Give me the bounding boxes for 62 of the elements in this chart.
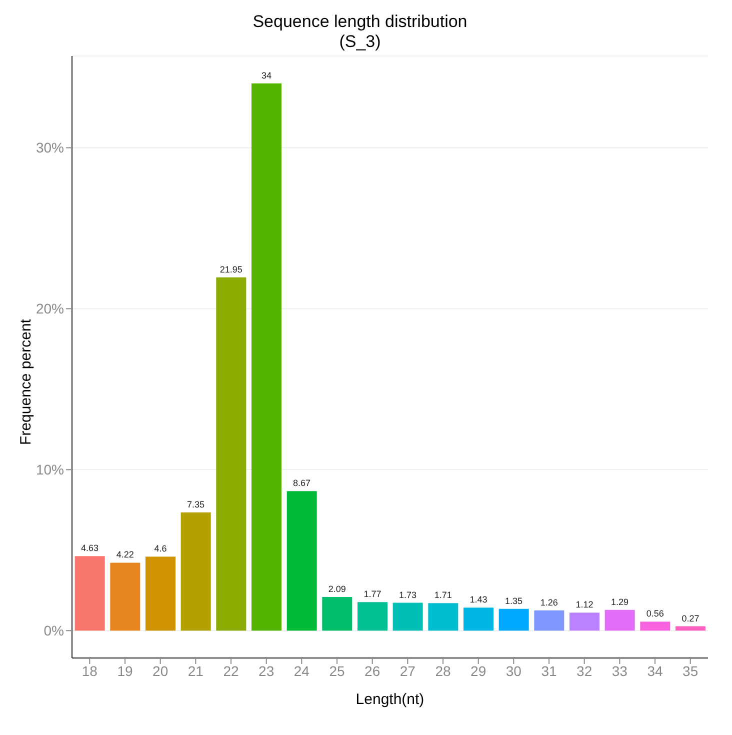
bar: [286, 491, 317, 631]
bar: [463, 608, 494, 631]
data-label: 0.56: [646, 608, 664, 619]
data-label: 1.35: [505, 596, 523, 606]
x-tick-label: 26: [364, 662, 380, 679]
bar: [357, 602, 388, 631]
bar: [180, 512, 211, 631]
y-tick-label: 20%: [36, 300, 64, 317]
x-tick-label: 19: [117, 662, 133, 679]
x-tick-label: 23: [258, 662, 274, 679]
bar: [498, 608, 529, 631]
x-tick-label: 29: [470, 662, 486, 679]
x-tick-label: 30: [506, 662, 522, 679]
x-tick-label: 22: [223, 662, 239, 679]
chart-title: Sequence length distribution: [252, 12, 468, 32]
x-tick-label: 28: [435, 662, 451, 679]
data-label: 1.12: [576, 600, 594, 610]
data-label: 1.43: [470, 594, 488, 605]
x-tick-label: 24: [294, 662, 310, 679]
x-tick-label: 32: [576, 662, 592, 679]
bar: [604, 610, 635, 631]
bar: [74, 556, 105, 631]
bar: [322, 596, 352, 631]
x-tick-label: 20: [152, 662, 168, 679]
y-tick-label: 0%: [44, 622, 64, 639]
bar: [428, 603, 458, 631]
bar: [392, 602, 423, 631]
data-label: 7.35: [187, 499, 205, 510]
data-label: 1.73: [399, 590, 417, 600]
data-label: 21.95: [220, 264, 242, 274]
data-label: 1.26: [540, 597, 558, 608]
y-tick-label: 30%: [36, 140, 64, 156]
data-label: 1.77: [364, 589, 382, 600]
x-tick-label: 33: [612, 662, 628, 679]
data-label: 1.29: [611, 596, 629, 607]
bar: [251, 83, 282, 631]
bar: [675, 626, 706, 631]
x-tick-label: 21: [188, 662, 204, 679]
data-label: 34: [261, 70, 272, 80]
data-label: 4.22: [116, 550, 134, 560]
y-tick-label: 10%: [36, 462, 64, 478]
x-tick-label: 25: [329, 662, 345, 679]
data-label: 4.6: [154, 544, 167, 554]
data-label: 0.27: [682, 613, 700, 624]
bar: [216, 277, 246, 631]
bar: [110, 562, 140, 631]
bar: [534, 610, 564, 631]
x-tick-label: 31: [541, 662, 557, 679]
bar: [145, 556, 176, 631]
data-label: 8.67: [293, 478, 311, 488]
x-axis-title: Length(nt): [356, 691, 424, 708]
x-tick-label: 18: [82, 662, 98, 679]
bar: [569, 612, 600, 631]
x-tick-label: 27: [400, 662, 416, 679]
x-tick-label: 35: [682, 662, 698, 679]
y-axis-title: Frequence percent: [18, 319, 34, 445]
data-label: 2.09: [328, 584, 346, 594]
chart-subtitle: (S_3): [338, 32, 382, 52]
x-tick-label: 34: [647, 662, 663, 679]
data-label: 1.71: [434, 590, 452, 600]
bar: [640, 622, 670, 631]
data-label: 4.63: [81, 543, 99, 554]
